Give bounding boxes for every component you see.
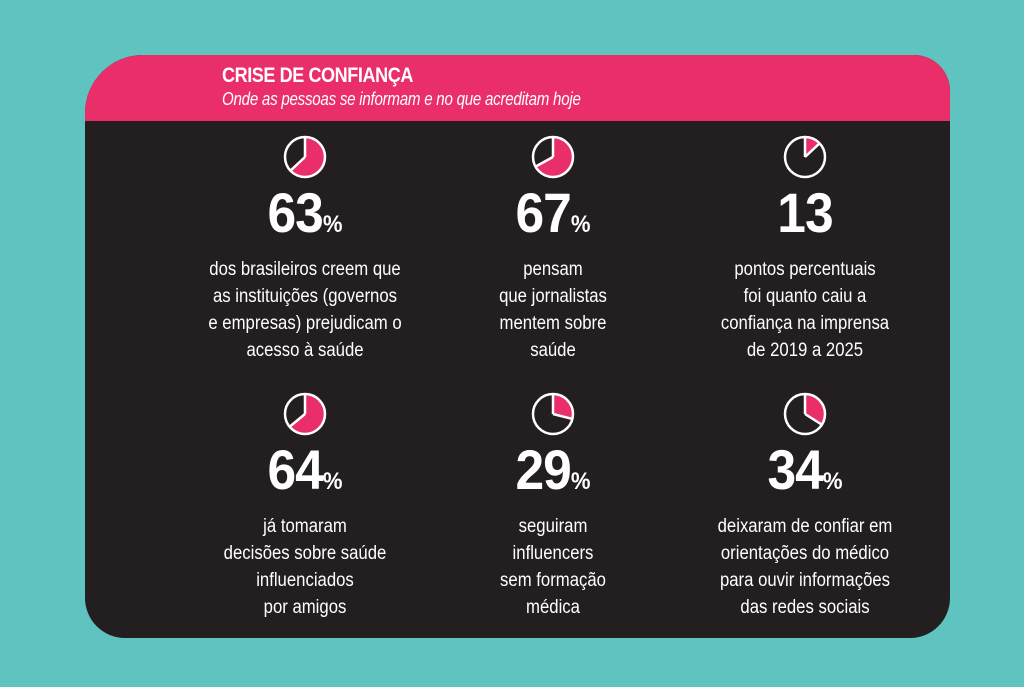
stat-number: 63 xyxy=(267,181,323,244)
stat-unit: % xyxy=(570,211,591,238)
description-line: para ouvir informações xyxy=(719,570,891,591)
description-line: influencers xyxy=(512,543,594,564)
stat-value: 29% xyxy=(433,442,672,510)
stat-value: 64% xyxy=(185,442,424,510)
description-line: orientações do médico xyxy=(720,543,890,564)
description-line: das redes sociais xyxy=(740,597,870,618)
stat-block: 67% pensam que jornalistas mentem sobre saú… xyxy=(423,133,683,364)
pie-slice xyxy=(289,394,325,434)
description-line: mentem sobre xyxy=(499,313,607,334)
stat-number: 13 xyxy=(777,181,833,244)
stat-unit: % xyxy=(570,468,591,495)
stat-number: 64 xyxy=(267,438,323,501)
description-line: dos brasileiros creem que xyxy=(209,259,401,280)
description-line: confiança na imprensa xyxy=(720,313,890,334)
stat-description: pontos percentuais foi quanto caiu a confi… xyxy=(691,256,920,364)
stat-value: 63% xyxy=(185,185,424,253)
description-line: e empresas) prejudicam o xyxy=(208,313,402,334)
stat-block: 63% dos brasileiros creem que as institui… xyxy=(175,133,435,364)
description-line: acesso à saúde xyxy=(246,340,364,361)
description-line: sem formação xyxy=(500,570,606,591)
stat-description: pensam que jornalistas mentem sobre saúde xyxy=(439,256,668,364)
pie-chart-icon xyxy=(283,135,327,179)
stat-value: 13 xyxy=(685,185,924,253)
stat-unit: % xyxy=(322,468,343,495)
stat-block: 34% deixaram de confiar em orientações do… xyxy=(675,390,935,621)
stat-number: 67 xyxy=(515,181,571,244)
infographic-card: CRISE DE CONFIANÇA Onde as pessoas se in… xyxy=(85,55,950,638)
header-banner: CRISE DE CONFIANÇA Onde as pessoas se in… xyxy=(85,55,950,121)
description-line: que jornalistas xyxy=(499,286,607,307)
stat-value: 34% xyxy=(685,442,924,510)
stat-unit: % xyxy=(322,211,343,238)
stat-block: 64% já tomaram decisões sobre saúde influe… xyxy=(175,390,435,621)
description-line: foi quanto caiu a xyxy=(743,286,867,307)
description-line: pensam xyxy=(523,259,583,280)
description-line: decisões sobre saúde xyxy=(223,543,387,564)
stat-number: 34 xyxy=(767,438,823,501)
description-line: de 2019 a 2025 xyxy=(746,340,864,361)
stat-description: já tomaram decisões sobre saúde influencia… xyxy=(191,513,420,621)
description-line: seguiram xyxy=(518,516,588,537)
infographic-title: CRISE DE CONFIANÇA xyxy=(222,64,413,87)
stat-description: dos brasileiros creem que as instituições… xyxy=(191,256,420,364)
description-line: influenciados xyxy=(256,570,354,591)
infographic-subtitle: Onde as pessoas se informam e no que acr… xyxy=(222,89,581,109)
description-line: deixaram de confiar em xyxy=(717,516,893,537)
description-line: por amigos xyxy=(263,597,347,618)
stat-number: 29 xyxy=(515,438,571,501)
pie-chart-icon xyxy=(283,392,327,436)
stat-block: 29% seguiram influencers sem formação médic… xyxy=(423,390,683,621)
description-line: já tomaram xyxy=(263,516,347,537)
description-line: as instituições (governos xyxy=(212,286,398,307)
pie-chart-icon xyxy=(531,392,575,436)
stat-unit: % xyxy=(822,468,843,495)
pie-slice xyxy=(553,394,573,419)
description-line: médica xyxy=(526,597,580,618)
description-line: saúde xyxy=(530,340,576,361)
pie-chart-icon xyxy=(531,135,575,179)
description-line: pontos percentuais xyxy=(734,259,876,280)
stat-block: 13 pontos percentuais foi quanto caiu a co… xyxy=(675,133,935,364)
stat-value: 67% xyxy=(433,185,672,253)
stat-description: seguiram influencers sem formação médica xyxy=(439,513,668,621)
pie-chart-icon xyxy=(783,135,827,179)
pie-chart-icon xyxy=(783,392,827,436)
stat-description: deixaram de confiar em orientações do méd… xyxy=(691,513,920,621)
pie-slice xyxy=(290,137,326,177)
